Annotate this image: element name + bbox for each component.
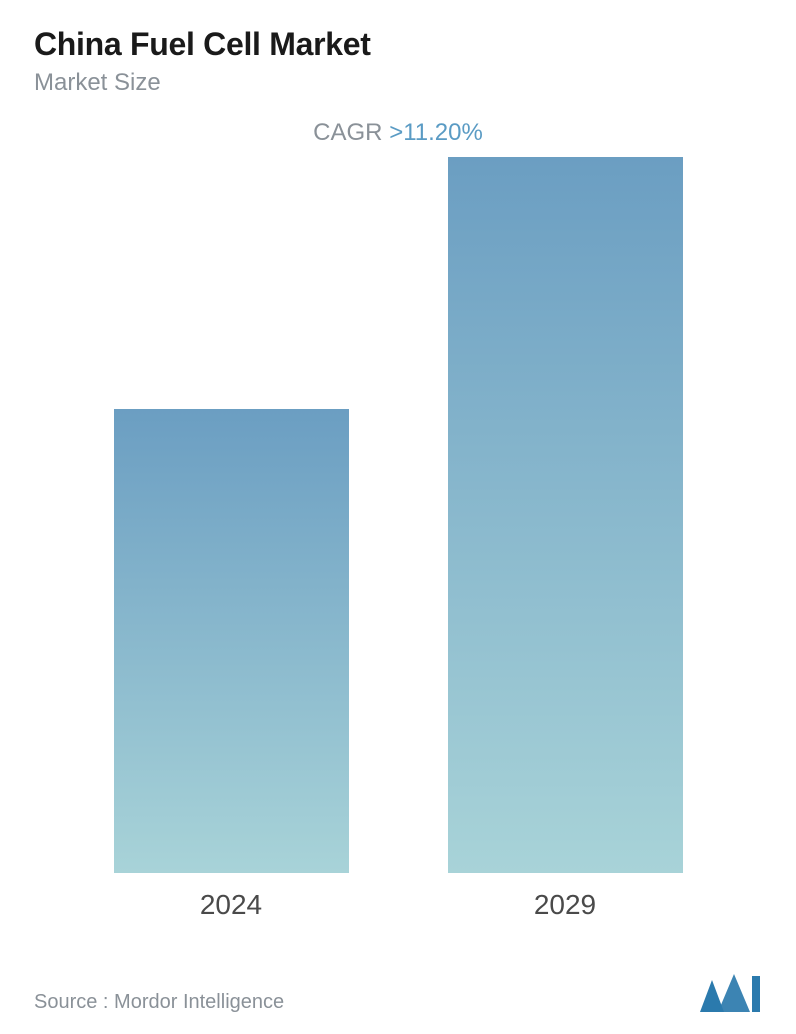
bar-2029 [448, 157, 683, 873]
cagr-line: CAGR >11.20% [34, 119, 762, 147]
cagr-value: 11.20% [403, 119, 483, 146]
cagr-label: CAGR [313, 119, 389, 146]
chart-container: China Fuel Cell Market Market Size CAGR … [0, 0, 796, 1034]
bar-label-2029: 2029 [534, 889, 596, 921]
bar-2024 [114, 409, 349, 873]
chart-footer: Source : Mordor Intelligence [34, 972, 762, 1014]
bars-wrapper: 2024 2029 [34, 191, 762, 921]
chart-title: China Fuel Cell Market [34, 26, 762, 63]
cagr-prefix: > [389, 119, 403, 146]
chart-subtitle: Market Size [34, 69, 762, 97]
bar-group-1: 2029 [448, 157, 683, 921]
bar-group-0: 2024 [114, 409, 349, 921]
source-text: Source : Mordor Intelligence [34, 991, 284, 1014]
brand-logo-icon [698, 972, 762, 1014]
chart-area: 2024 2029 [34, 191, 762, 921]
bar-label-2024: 2024 [200, 889, 262, 921]
